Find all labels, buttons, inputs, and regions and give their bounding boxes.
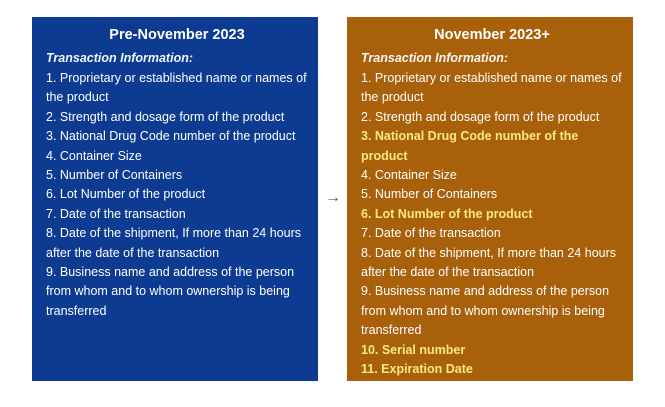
list-item: 5. Number of Containers — [361, 187, 498, 202]
list-item: 9. Business name and address of the pers… — [46, 265, 295, 318]
list-item: 9. Business name and address of the pers… — [361, 284, 610, 338]
list-item: 7. Date of the transaction — [46, 206, 186, 221]
list-item: 1. Proprietary or established name or na… — [46, 71, 307, 105]
list-item: 6. Lot Number of the product — [46, 187, 206, 202]
panel-title: November 2023+ — [434, 27, 550, 43]
right-arrow-icon: → — [325, 189, 341, 206]
list-item: 5. Number of Containers — [46, 168, 183, 183]
list-item: 3. National Drug Code number of the prod… — [46, 129, 296, 144]
list-item-new-requirement: 11. Expiration Date — [361, 362, 473, 377]
list-item: 8. Date of the shipment, If more than 24… — [46, 226, 302, 260]
requirements-list: 1. Proprietary or established name or na… — [46, 69, 308, 321]
list-item-new-requirement: 3. National Drug Code number of the prod… — [361, 129, 579, 163]
list-item: 4. Container Size — [361, 168, 457, 183]
list-item: 8. Date of the shipment, If more than 24… — [361, 245, 617, 280]
list-item: 1. Proprietary or established name or na… — [361, 71, 622, 105]
november-2023-plus-panel: November 2023+ Transaction Information: … — [347, 17, 633, 381]
list-item: 7. Date of the transaction — [361, 226, 501, 241]
list-item: 2. Strength and dosage form of the produ… — [361, 109, 600, 124]
panel-subtitle: Transaction Information: — [361, 51, 509, 65]
panel-title: Pre-November 2023 — [109, 27, 245, 43]
list-item: 2. Strength and dosage form of the produ… — [46, 109, 285, 124]
list-item-new-requirement: 10. Serial number — [361, 342, 466, 357]
requirements-list: 1. Proprietary or established name or na… — [361, 69, 623, 380]
list-item-new-requirement: 6. Lot Number of the product — [361, 206, 533, 221]
list-item: 4. Container Size — [46, 148, 142, 163]
pre-november-2023-panel: Pre-November 2023 Transaction Informatio… — [32, 17, 318, 381]
panel-subtitle: Transaction Information: — [46, 51, 194, 65]
